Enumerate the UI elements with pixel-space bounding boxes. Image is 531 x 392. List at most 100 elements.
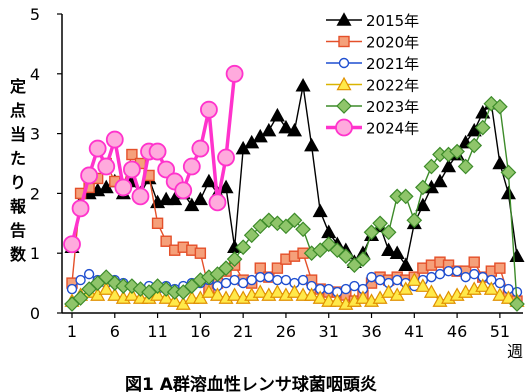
legend-item: 2015年 — [326, 12, 419, 30]
data-point — [218, 260, 234, 276]
series-line — [71, 85, 518, 267]
y-tick-label: 5 — [30, 5, 40, 24]
data-point — [194, 247, 207, 259]
data-point — [372, 215, 388, 232]
data-point — [475, 104, 491, 119]
data-point — [123, 160, 141, 179]
legend: 2015年 2020年 2021年 2022年 2023年 2024年 — [318, 6, 448, 142]
data-point — [88, 139, 107, 158]
data-point — [389, 245, 405, 259]
data-point — [398, 257, 414, 271]
data-point — [304, 287, 320, 301]
data-point — [229, 274, 240, 286]
data-point — [271, 262, 284, 274]
x-tick-label: 31 — [319, 322, 339, 341]
data-point — [337, 248, 354, 265]
data-point — [261, 122, 277, 137]
y-tick-label: 2 — [30, 184, 40, 203]
legend-label: 2015年 — [366, 12, 419, 30]
data-point — [246, 274, 257, 286]
y-axis-label-char: た — [10, 149, 26, 168]
y-axis-label-char: 数 — [10, 245, 27, 264]
data-point — [397, 188, 414, 205]
x-tick-label: 1 — [67, 322, 77, 341]
data-point — [192, 191, 208, 206]
data-point — [381, 284, 397, 298]
data-point — [75, 274, 86, 286]
data-point — [451, 265, 463, 277]
data-point — [269, 284, 285, 298]
data-point — [500, 185, 516, 200]
data-point — [218, 179, 234, 194]
data-point — [492, 98, 508, 115]
data-point — [220, 277, 232, 289]
data-point — [278, 119, 294, 134]
x-tick-label: 6 — [110, 322, 120, 341]
data-point — [71, 199, 90, 218]
data-point — [423, 284, 439, 298]
data-point — [235, 239, 252, 256]
data-point — [415, 197, 431, 212]
data-point — [340, 283, 352, 295]
data-point — [426, 271, 437, 283]
data-point — [226, 251, 243, 268]
y-axis-label-char: り — [10, 173, 26, 192]
series-4 — [64, 95, 525, 312]
y-ticks: 0 1 2 3 4 5 — [30, 5, 62, 323]
data-point — [255, 271, 266, 283]
data-point — [312, 203, 328, 218]
x-tick-label: 16 — [190, 322, 210, 341]
data-point — [415, 179, 431, 196]
data-point — [66, 283, 78, 295]
data-point — [83, 268, 95, 280]
data-point — [406, 272, 422, 286]
legend-marker — [335, 118, 353, 137]
data-point — [466, 137, 483, 154]
data-point — [131, 187, 150, 206]
legend-marker — [336, 98, 352, 114]
y-axis-label-char: 報 — [10, 197, 27, 216]
data-point — [295, 78, 311, 92]
legend-item: 2020年 — [326, 34, 419, 52]
legend-item: 2022年 — [326, 77, 419, 95]
data-point — [80, 166, 99, 185]
data-point — [380, 224, 397, 241]
data-point — [151, 217, 164, 230]
series-3 — [64, 272, 525, 310]
data-point — [272, 274, 283, 286]
x-tick-label: 11 — [147, 322, 167, 341]
legend-label: 2024年 — [366, 120, 419, 138]
data-point — [500, 164, 517, 181]
data-point — [321, 224, 337, 239]
legend-marker — [338, 57, 350, 69]
data-point — [105, 130, 124, 149]
data-point — [494, 262, 506, 274]
data-point — [374, 274, 386, 286]
data-point — [443, 265, 454, 277]
data-point — [457, 158, 474, 175]
data-point — [469, 268, 480, 280]
legend-label: 2023年 — [366, 98, 419, 116]
data-point — [492, 155, 508, 170]
y-axis-label-char: 定 — [9, 77, 26, 96]
data-point — [263, 271, 275, 283]
data-point — [227, 287, 243, 301]
x-tick-label: 41 — [404, 322, 424, 341]
data-point — [432, 173, 448, 188]
data-point — [312, 290, 328, 304]
x-axis-label: 週 — [507, 342, 523, 361]
x-tick-label: 26 — [276, 322, 296, 341]
legend-box — [318, 6, 448, 142]
data-point — [500, 290, 516, 304]
data-point — [286, 212, 303, 229]
data-point — [449, 143, 465, 160]
data-point — [157, 160, 176, 179]
data-point — [182, 157, 201, 176]
data-point — [415, 278, 431, 292]
data-point — [217, 148, 235, 167]
data-point — [107, 287, 123, 301]
data-point — [349, 280, 360, 292]
data-point — [191, 139, 210, 158]
data-point — [509, 296, 525, 312]
